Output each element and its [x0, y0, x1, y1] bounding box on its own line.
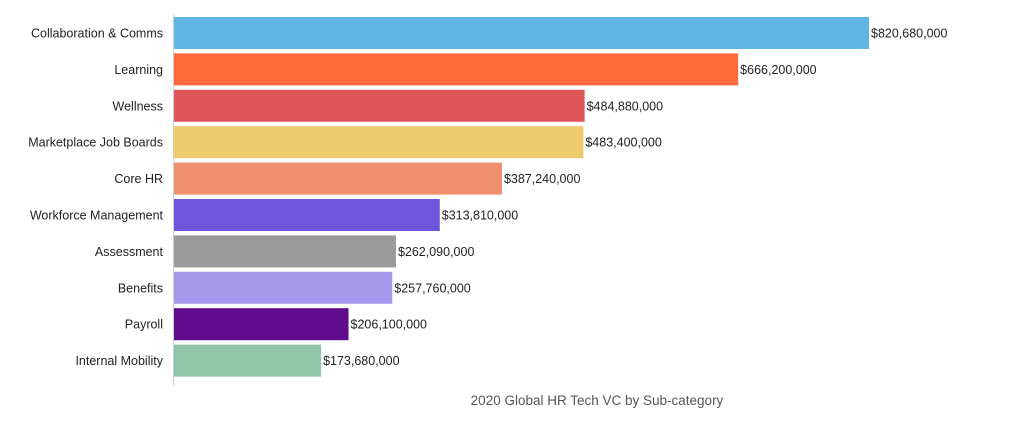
bar-payroll [174, 308, 349, 341]
category-label-collaboration-comms: Collaboration & Comms [31, 27, 163, 41]
value-label-collaboration-comms: $820,680,000 [871, 27, 948, 41]
bar-wellness [174, 89, 585, 122]
category-labels: Collaboration & Comms Learning Wellness Mar… [28, 27, 164, 369]
bar-learning [174, 53, 739, 86]
bar-collaboration-comms [174, 17, 869, 49]
value-label-wellness: $484,880,000 [587, 99, 664, 113]
category-label-workforce-management: Workforce Management [30, 209, 164, 223]
category-label-assessment: Assessment [95, 245, 164, 259]
bar-workforce-management [174, 199, 440, 231]
category-label-benefits: Benefits [118, 281, 163, 295]
value-label-payroll: $206,100,000 [351, 318, 428, 332]
value-label-assessment: $262,090,000 [398, 245, 475, 259]
category-label-payroll: Payroll [125, 318, 163, 332]
x-axis-title: 2020 Global HR Tech VC by Sub-category [471, 393, 724, 408]
bar-internal-mobility [174, 344, 322, 377]
category-label-marketplace-job-boards: Marketplace Job Boards [28, 136, 163, 150]
bars-group [174, 17, 869, 377]
value-label-workforce-management: $313,810,000 [442, 209, 519, 223]
value-label-marketplace-job-boards: $483,400,000 [585, 136, 662, 150]
bar-core-hr [174, 162, 502, 195]
bar-assessment [174, 235, 396, 268]
category-label-internal-mobility: Internal Mobility [75, 354, 163, 368]
value-label-internal-mobility: $173,680,000 [323, 354, 400, 368]
value-label-core-hr: $387,240,000 [504, 172, 581, 186]
category-label-wellness: Wellness [113, 99, 163, 113]
bar-marketplace-job-boards [174, 126, 584, 159]
bar-benefits [174, 271, 393, 304]
value-label-learning: $666,200,000 [740, 63, 817, 77]
value-labels: $820,680,000 $666,200,000 $484,880,000 $483… [323, 27, 947, 369]
category-label-learning: Learning [114, 63, 163, 77]
value-label-benefits: $257,760,000 [394, 281, 471, 295]
category-label-core-hr: Core HR [114, 172, 163, 186]
